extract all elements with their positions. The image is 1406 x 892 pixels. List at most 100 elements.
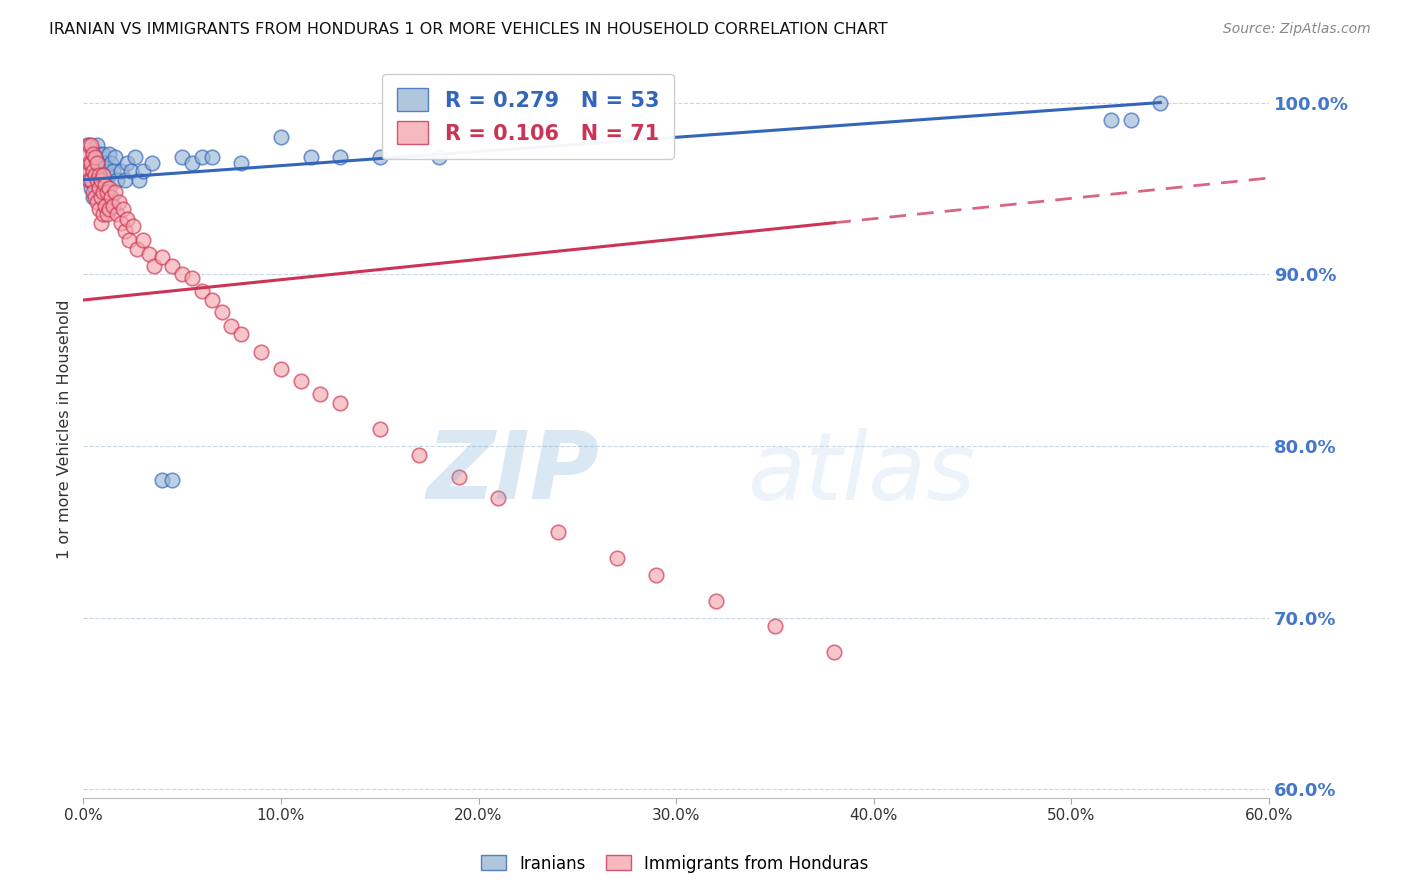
- Point: [124, 151, 146, 165]
- Point: [606, 550, 628, 565]
- Point: [101, 164, 124, 178]
- Text: Source: ZipAtlas.com: Source: ZipAtlas.com: [1223, 22, 1371, 37]
- Point: [82, 185, 104, 199]
- Point: [91, 168, 114, 182]
- Point: [108, 195, 131, 210]
- Point: [77, 138, 100, 153]
- Point: [82, 164, 104, 178]
- Point: [172, 267, 194, 281]
- Point: [211, 305, 233, 319]
- Point: [191, 151, 214, 165]
- Point: [100, 190, 122, 204]
- Point: [427, 151, 450, 165]
- Point: [408, 448, 430, 462]
- Y-axis label: 1 or more Vehicles in Household: 1 or more Vehicles in Household: [58, 299, 72, 558]
- Point: [128, 173, 150, 187]
- Legend: R = 0.279   N = 53, R = 0.106   N = 71: R = 0.279 N = 53, R = 0.106 N = 71: [382, 74, 673, 159]
- Point: [141, 155, 163, 169]
- Point: [131, 233, 153, 247]
- Point: [77, 164, 100, 178]
- Point: [80, 173, 103, 187]
- Point: [96, 185, 118, 199]
- Point: [368, 151, 391, 165]
- Point: [90, 155, 112, 169]
- Point: [77, 173, 100, 187]
- Point: [76, 147, 98, 161]
- Point: [77, 155, 100, 169]
- Point: [84, 151, 107, 165]
- Point: [82, 147, 104, 161]
- Point: [160, 259, 183, 273]
- Point: [270, 361, 292, 376]
- Point: [96, 164, 118, 178]
- Point: [329, 396, 352, 410]
- Point: [90, 190, 112, 204]
- Point: [82, 147, 104, 161]
- Point: [645, 567, 668, 582]
- Point: [115, 155, 138, 169]
- Point: [309, 387, 332, 401]
- Point: [90, 216, 112, 230]
- Point: [120, 164, 142, 178]
- Point: [84, 168, 107, 182]
- Point: [143, 259, 166, 273]
- Point: [191, 285, 214, 299]
- Point: [80, 155, 103, 169]
- Point: [98, 168, 121, 182]
- Point: [80, 155, 103, 169]
- Point: [86, 164, 108, 178]
- Point: [250, 344, 273, 359]
- Point: [104, 151, 127, 165]
- Point: [84, 147, 107, 161]
- Point: [91, 147, 114, 161]
- Point: [1119, 112, 1142, 127]
- Point: [704, 593, 727, 607]
- Point: [94, 198, 117, 212]
- Point: [91, 185, 114, 199]
- Point: [76, 138, 98, 153]
- Point: [91, 207, 114, 221]
- Point: [150, 250, 173, 264]
- Point: [329, 151, 352, 165]
- Point: [86, 173, 108, 187]
- Point: [547, 524, 569, 539]
- Point: [94, 178, 117, 192]
- Point: [82, 190, 104, 204]
- Point: [80, 181, 103, 195]
- Point: [1099, 112, 1122, 127]
- Point: [114, 173, 136, 187]
- Text: IRANIAN VS IMMIGRANTS FROM HONDURAS 1 OR MORE VEHICLES IN HOUSEHOLD CORRELATION : IRANIAN VS IMMIGRANTS FROM HONDURAS 1 OR…: [49, 22, 887, 37]
- Point: [181, 270, 204, 285]
- Point: [77, 173, 100, 187]
- Point: [131, 164, 153, 178]
- Point: [231, 155, 253, 169]
- Point: [98, 147, 121, 161]
- Point: [86, 195, 108, 210]
- Point: [111, 202, 134, 216]
- Point: [98, 181, 121, 195]
- Point: [121, 219, 143, 234]
- Point: [82, 164, 104, 178]
- Point: [76, 164, 98, 178]
- Point: [125, 242, 148, 256]
- Point: [84, 190, 107, 204]
- Point: [1149, 95, 1171, 110]
- Point: [87, 181, 110, 195]
- Legend: Iranians, Immigrants from Honduras: Iranians, Immigrants from Honduras: [474, 848, 876, 880]
- Point: [201, 151, 224, 165]
- Point: [110, 216, 132, 230]
- Point: [87, 164, 110, 178]
- Point: [115, 212, 138, 227]
- Point: [86, 138, 108, 153]
- Point: [290, 374, 312, 388]
- Point: [138, 246, 160, 260]
- Point: [172, 151, 194, 165]
- Point: [447, 470, 470, 484]
- Point: [87, 168, 110, 182]
- Point: [105, 207, 128, 221]
- Point: [86, 155, 108, 169]
- Point: [98, 202, 121, 216]
- Point: [231, 327, 253, 342]
- Point: [101, 198, 124, 212]
- Point: [270, 129, 292, 144]
